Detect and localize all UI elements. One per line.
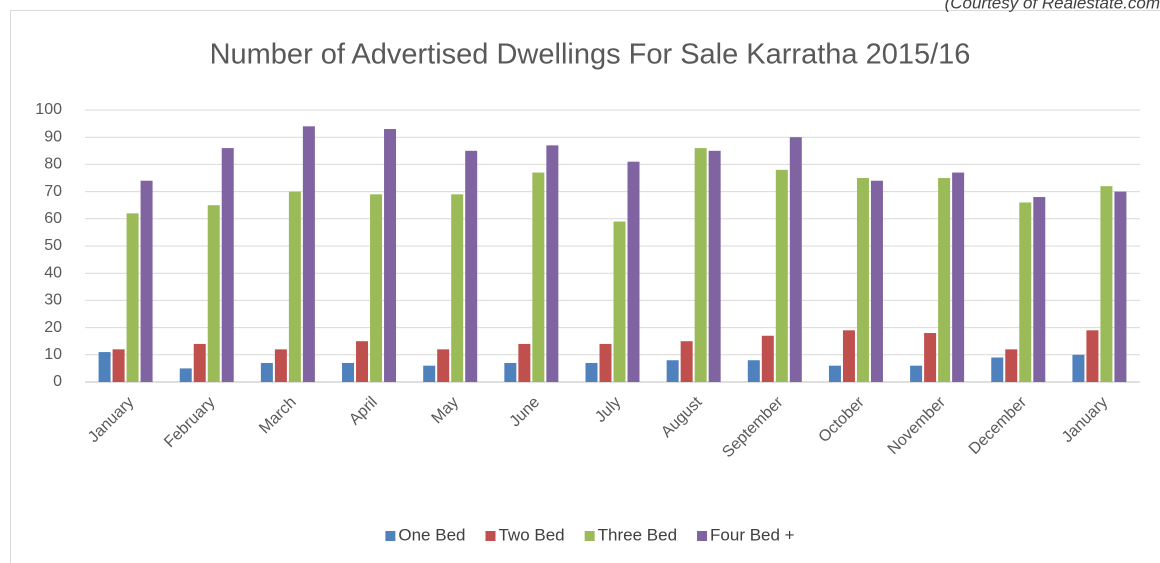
bar <box>451 194 464 382</box>
bar <box>1019 202 1032 382</box>
y-tick-label: 70 <box>44 183 62 200</box>
bar <box>179 368 192 382</box>
legend-label: Four Bed + <box>710 525 795 544</box>
bar <box>666 360 679 382</box>
legend-swatch <box>385 531 396 541</box>
chart-title: Number of Advertised Dwellings For Sale … <box>210 39 971 71</box>
bar <box>1100 186 1113 382</box>
x-tick-label: February <box>161 394 218 451</box>
x-tick-label: September <box>719 393 787 461</box>
x-tick-label: June <box>507 394 544 431</box>
x-tick-label: January <box>1059 394 1111 446</box>
courtesy-note: (Courtesy of Realestate.com <box>945 0 1160 12</box>
bar <box>193 343 206 382</box>
bar <box>775 169 788 382</box>
x-tick-label: December <box>966 393 1031 458</box>
bar <box>342 362 355 382</box>
x-tick-label: October <box>816 393 869 446</box>
bar <box>1114 191 1127 382</box>
bar <box>708 150 721 382</box>
bar <box>924 333 937 382</box>
bar <box>991 357 1004 382</box>
y-tick-label: 40 <box>44 264 62 281</box>
bar <box>627 161 640 382</box>
x-tick-label: April <box>346 394 381 429</box>
bar <box>546 145 559 382</box>
bar <box>842 330 855 382</box>
bar <box>747 360 760 382</box>
bar <box>518 343 531 382</box>
x-tick-label: March <box>256 394 299 437</box>
bar <box>126 213 139 382</box>
bar <box>789 137 802 382</box>
bar <box>532 172 545 382</box>
y-tick-label: 80 <box>44 156 62 173</box>
bar <box>1086 330 1099 382</box>
bar <box>856 178 869 382</box>
bar <box>828 365 841 382</box>
bar <box>274 349 287 382</box>
bar <box>952 172 965 382</box>
legend-item: One Bed <box>385 525 465 544</box>
bar <box>207 205 220 382</box>
x-tick-label: November <box>885 393 950 458</box>
bar <box>98 352 111 382</box>
y-tick-label: 10 <box>44 346 62 363</box>
bar <box>302 126 315 382</box>
y-tick-label: 90 <box>44 128 62 145</box>
bar <box>437 349 450 382</box>
legend-label: One Bed <box>398 525 465 544</box>
bar <box>613 221 626 382</box>
bar <box>1072 354 1085 382</box>
x-tick-label: January <box>85 394 137 446</box>
bar <box>761 335 774 382</box>
y-tick-label: 60 <box>44 210 62 227</box>
bar <box>599 343 612 382</box>
bar <box>423 365 436 382</box>
y-tick-label: 50 <box>44 237 62 254</box>
bar <box>112 349 125 382</box>
bar <box>585 362 598 382</box>
y-tick-label: 30 <box>44 292 62 309</box>
bar <box>1033 197 1046 382</box>
bar <box>260 362 273 382</box>
bar <box>694 148 707 382</box>
x-tick-label: July <box>592 394 624 426</box>
legend-swatch <box>584 531 595 541</box>
bar <box>504 362 517 382</box>
legend-item: Two Bed <box>485 525 565 544</box>
bar <box>288 191 301 382</box>
bar <box>938 178 951 382</box>
y-tick-label: 20 <box>44 319 62 336</box>
bar <box>221 148 234 382</box>
legend-item: Three Bed <box>584 525 677 544</box>
legend-label: Three Bed <box>598 525 677 544</box>
y-tick-label: 100 <box>35 101 62 118</box>
bar <box>870 180 883 382</box>
bar <box>1005 349 1018 382</box>
bar <box>370 194 383 382</box>
legend-item: Four Bed + <box>697 525 795 544</box>
legend-swatch <box>697 531 708 541</box>
bar <box>910 365 923 382</box>
x-tick-label: May <box>429 394 462 427</box>
bar <box>356 341 369 382</box>
bar <box>680 341 693 382</box>
bar <box>140 180 153 382</box>
legend-label: Two Bed <box>498 525 564 544</box>
bar <box>465 150 478 382</box>
legend-swatch <box>485 531 496 541</box>
x-tick-label: August <box>658 393 706 441</box>
y-tick-label: 0 <box>53 373 62 390</box>
bar <box>384 129 397 382</box>
chart-frame <box>10 10 1160 563</box>
